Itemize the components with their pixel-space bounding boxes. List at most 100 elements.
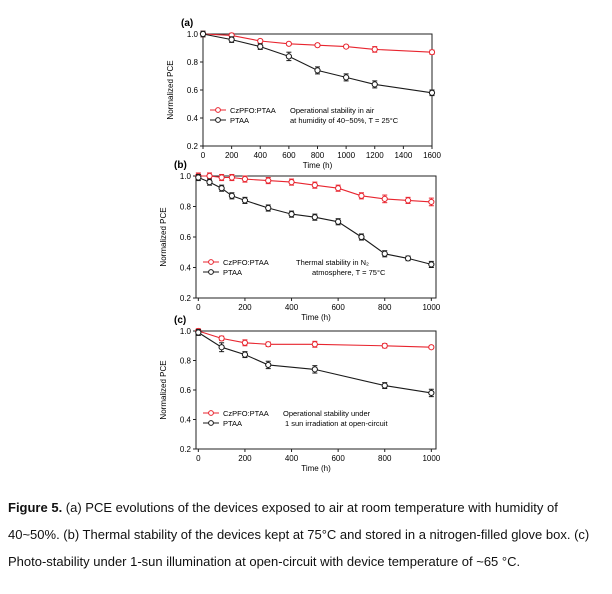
y-tick-label: 1.0 [180, 172, 192, 181]
data-point [265, 361, 272, 369]
x-tick-label: 800 [311, 151, 325, 160]
data-point [265, 341, 272, 348]
data-point [265, 177, 272, 184]
data-point [404, 255, 412, 262]
x-tick-label: 0 [196, 303, 201, 312]
y-tick-label: 0.2 [180, 445, 192, 454]
data-point [257, 37, 264, 45]
data-point [311, 214, 318, 221]
data-point [428, 344, 435, 351]
x-tick-label: 400 [254, 151, 268, 160]
x-axis-label: Time (h) [301, 313, 331, 322]
legend-marker [208, 269, 214, 275]
y-tick-label: 0.8 [180, 203, 192, 212]
series-ptaa [195, 329, 435, 398]
data-point [218, 174, 225, 181]
series-ptaa [195, 173, 435, 268]
x-tick-label: 1000 [422, 303, 440, 312]
data-point [381, 382, 388, 389]
x-tick-label: 200 [238, 454, 252, 463]
data-point [428, 49, 436, 56]
legend-label: CzPFO:PTAA [223, 409, 269, 418]
x-tick-label: 200 [238, 303, 252, 312]
x-tick-label: 400 [285, 454, 299, 463]
panel-label: (b) [174, 160, 187, 171]
data-point [285, 53, 292, 60]
legend-label: CzPFO:PTAA [223, 258, 269, 267]
x-tick-label: 800 [378, 303, 392, 312]
data-point [428, 89, 436, 96]
data-point [371, 46, 378, 53]
data-point [285, 40, 292, 47]
x-tick-label: 1200 [366, 151, 384, 160]
data-point [311, 366, 318, 373]
data-point [241, 197, 249, 204]
x-tick-label: 600 [331, 454, 345, 463]
data-point [428, 261, 435, 268]
legend-marker [215, 107, 221, 113]
y-tick-label: 1.0 [187, 30, 199, 39]
data-point [358, 233, 365, 241]
x-tick-label: 600 [331, 303, 345, 312]
annotation-line: at humidity of 40~50%, T = 25°C [290, 116, 399, 125]
data-point [371, 81, 378, 88]
legend-marker [208, 259, 214, 265]
data-point [381, 195, 388, 202]
data-point [288, 179, 295, 186]
x-tick-label: 800 [378, 454, 392, 463]
plot-frame [195, 330, 437, 450]
data-point [314, 67, 321, 74]
annotation-line: atmosphere, T = 75°C [312, 268, 386, 277]
data-point [311, 182, 318, 189]
y-axis-label: Normalized PCE [159, 207, 168, 266]
panel-3: (c) 0.2 0.4 0.6 0.8 1.0 0 200 400 600 800 1000 Time … [159, 315, 441, 473]
x-tick-label: 400 [285, 303, 299, 312]
data-point [195, 174, 202, 181]
x-tick-label: 0 [201, 151, 206, 160]
x-tick-label: 600 [282, 151, 296, 160]
panel-label: (c) [174, 315, 186, 326]
x-axis-label: Time (h) [303, 161, 333, 170]
data-point [314, 42, 321, 49]
series-line [202, 33, 433, 94]
x-tick-label: 1400 [394, 151, 412, 160]
data-point [404, 197, 412, 204]
annotation-line: Operational stability in air [290, 106, 375, 115]
data-point [288, 211, 295, 218]
data-point [228, 192, 235, 199]
y-tick-label: 0.2 [187, 142, 199, 151]
data-point [358, 192, 365, 199]
legend-label: CzPFO:PTAA [230, 106, 276, 115]
y-tick-label: 0.2 [180, 294, 192, 303]
data-point [343, 43, 350, 50]
y-tick-label: 0.6 [180, 386, 192, 395]
data-point [335, 218, 342, 225]
annotation-line: Thermal stability in N₂ [296, 258, 369, 267]
data-point [311, 341, 318, 348]
panel-1: (a) 0.2 0.4 0.6 0.8 1.0 0 200 400 600 800 1000 1200 1… [166, 18, 441, 170]
legend-marker [215, 117, 221, 123]
panel-2: (b) 0.2 0.4 0.6 0.8 1.0 0 200 400 600 800 1000 Time … [159, 160, 441, 322]
data-point [199, 30, 207, 38]
y-axis-label: Normalized PCE [159, 360, 168, 419]
series-czpfo-ptaa [195, 327, 435, 351]
y-tick-label: 0.8 [187, 58, 199, 67]
data-point [218, 344, 225, 351]
data-point [241, 351, 249, 358]
x-tick-label: 1000 [337, 151, 355, 160]
data-point [257, 43, 264, 50]
y-tick-label: 0.4 [180, 264, 192, 273]
caption-label: Figure 5. [8, 500, 63, 515]
x-tick-label: 200 [225, 151, 239, 160]
figure-area: (a) 0.2 0.4 0.6 0.8 1.0 0 200 400 600 800 1000 1200 1… [159, 18, 441, 473]
data-point [206, 179, 213, 186]
legend-label: PTAA [230, 116, 249, 125]
data-point [381, 250, 388, 257]
data-point [265, 204, 272, 212]
series-czpfo-ptaa [195, 172, 435, 207]
x-axis-label: Time (h) [301, 464, 331, 473]
series-line [202, 33, 433, 53]
x-tick-label: 1000 [422, 454, 440, 463]
data-point [218, 185, 225, 192]
legend-label: PTAA [223, 419, 242, 428]
